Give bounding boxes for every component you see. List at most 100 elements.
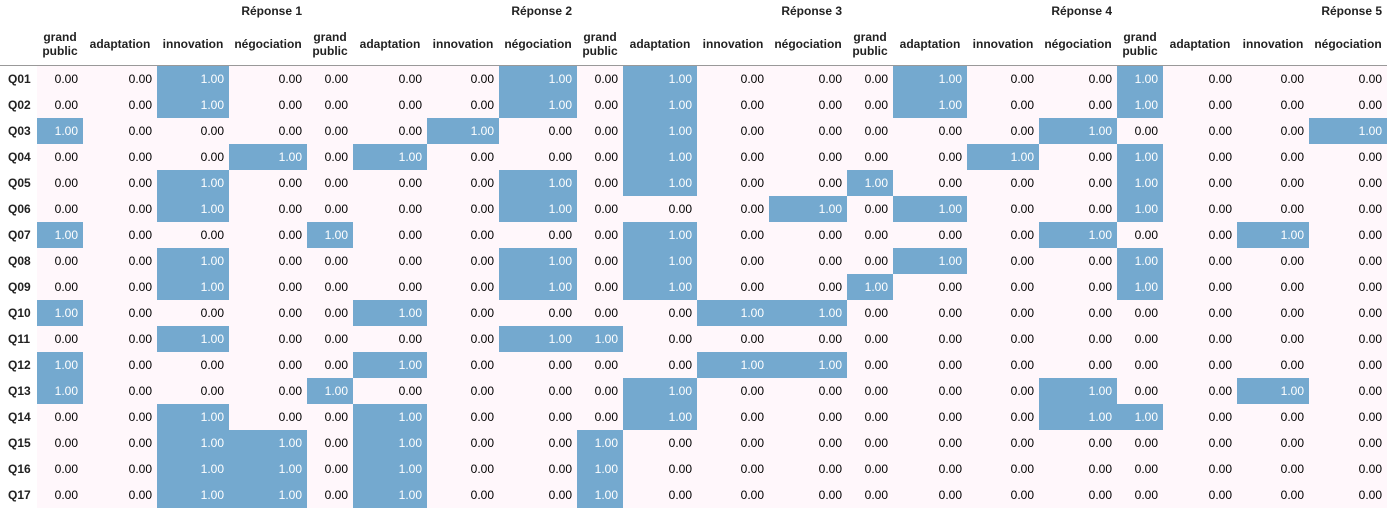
cell: 0.00 (847, 456, 893, 482)
cell: 0.00 (427, 196, 499, 222)
cell: 0.00 (769, 92, 847, 118)
cell: 0.00 (1237, 482, 1309, 508)
row-label: Q03 (8, 124, 31, 138)
column-header: négociation (499, 22, 577, 66)
data-row: Q04 0.00 0.00 0.00 1.00 0.00 1.00 0.00 0.00 0.00 1… (0, 144, 1387, 170)
cell: 0.00 (847, 144, 893, 170)
cell: 0.00 (229, 92, 307, 118)
cell: 1.00 (37, 378, 83, 404)
cell: 0.00 (499, 404, 577, 430)
column-header: innovation (967, 22, 1039, 66)
cell: 1.00 (1117, 196, 1163, 222)
cell: 1.00 (499, 196, 577, 222)
cell: 0.00 (427, 482, 499, 508)
cell: 0.00 (769, 482, 847, 508)
cell: 0.00 (967, 352, 1039, 378)
data-row: Q11 0.00 0.00 1.00 0.00 0.00 0.00 0.00 1.00 1.00 0… (0, 326, 1387, 352)
cell: 0.00 (1163, 65, 1237, 92)
cell: 0.00 (847, 430, 893, 456)
row-label: Q17 (8, 488, 31, 502)
data-row: Q03 1.00 0.00 0.00 0.00 0.00 0.00 1.00 0.00 0.00 1… (0, 118, 1387, 144)
cell: 1.00 (353, 352, 427, 378)
column-header: grand public (37, 22, 83, 66)
cell: 0.00 (307, 65, 353, 92)
cell: 1.00 (1039, 118, 1117, 144)
group-header: Réponse 1 (241, 4, 302, 18)
cell: 0.00 (893, 144, 967, 170)
cell: 0.00 (37, 404, 83, 430)
data-row: Q09 0.00 0.00 1.00 0.00 0.00 0.00 0.00 1.00 0.00 1… (0, 274, 1387, 300)
cell: 0.00 (769, 65, 847, 92)
cell: 0.00 (1163, 118, 1237, 144)
cell: 0.00 (83, 378, 157, 404)
cell: 0.00 (353, 65, 427, 92)
cell: 1.00 (157, 248, 229, 274)
cell: 1.00 (697, 300, 769, 326)
cell: 0.00 (697, 378, 769, 404)
cell: 0.00 (1163, 352, 1237, 378)
cell: 1.00 (499, 170, 577, 196)
cell: 0.00 (1237, 170, 1309, 196)
cell: 0.00 (499, 456, 577, 482)
cell: 1.00 (893, 196, 967, 222)
cell: 0.00 (967, 482, 1039, 508)
cell: 1.00 (157, 92, 229, 118)
cell: 0.00 (307, 326, 353, 352)
cell: 0.00 (307, 118, 353, 144)
cell: 0.00 (1237, 300, 1309, 326)
cell: 1.00 (623, 404, 697, 430)
row-label: Q13 (8, 384, 31, 398)
group-header-row: Réponse 1 Réponse 2 Réponse 3 Réponse 4 Répo… (0, 0, 1387, 22)
cell: 1.00 (577, 456, 623, 482)
cell: 0.00 (1117, 118, 1163, 144)
cell: 1.00 (1117, 65, 1163, 92)
cell: 0.00 (1309, 274, 1387, 300)
cell: 0.00 (1309, 170, 1387, 196)
cell: 0.00 (1309, 144, 1387, 170)
group-header: Réponse 4 (1051, 4, 1112, 18)
cell: 0.00 (83, 92, 157, 118)
cell: 1.00 (1237, 222, 1309, 248)
cell: 1.00 (623, 65, 697, 92)
cell: 1.00 (1237, 378, 1309, 404)
cell: 0.00 (229, 65, 307, 92)
cell: 0.00 (623, 300, 697, 326)
cell: 0.00 (769, 118, 847, 144)
data-row: Q13 1.00 0.00 0.00 0.00 1.00 0.00 0.00 0.00 0.00 1… (0, 378, 1387, 404)
cell: 0.00 (427, 65, 499, 92)
cell: 1.00 (157, 196, 229, 222)
cell: 0.00 (83, 196, 157, 222)
cell: 0.00 (1039, 274, 1117, 300)
cell: 0.00 (499, 430, 577, 456)
cell: 0.00 (1039, 144, 1117, 170)
row-label: Q14 (8, 410, 31, 424)
cell: 1.00 (1117, 170, 1163, 196)
cell: 0.00 (847, 92, 893, 118)
data-row: Q15 0.00 0.00 1.00 1.00 0.00 1.00 0.00 0.00 1.00 0… (0, 430, 1387, 456)
cell: 0.00 (307, 170, 353, 196)
cell: 0.00 (307, 248, 353, 274)
cell: 0.00 (967, 456, 1039, 482)
cell: 0.00 (427, 170, 499, 196)
cell: 0.00 (427, 248, 499, 274)
cell: 0.00 (697, 65, 769, 92)
cell: 1.00 (623, 118, 697, 144)
cell: 1.00 (577, 430, 623, 456)
cell: 0.00 (427, 430, 499, 456)
cell: 0.00 (1309, 404, 1387, 430)
cell: 1.00 (1117, 248, 1163, 274)
cell: 0.00 (697, 456, 769, 482)
cell: 1.00 (229, 144, 307, 170)
column-header: innovation (157, 22, 229, 66)
cell: 0.00 (157, 222, 229, 248)
row-label: Q15 (8, 436, 31, 450)
column-header: adaptation (893, 22, 967, 66)
column-header: adaptation (353, 22, 427, 66)
cell: 1.00 (1309, 118, 1387, 144)
cell: 1.00 (893, 248, 967, 274)
cell: 0.00 (353, 118, 427, 144)
cell: 0.00 (427, 300, 499, 326)
row-label: Q07 (8, 228, 31, 242)
cell: 1.00 (37, 300, 83, 326)
